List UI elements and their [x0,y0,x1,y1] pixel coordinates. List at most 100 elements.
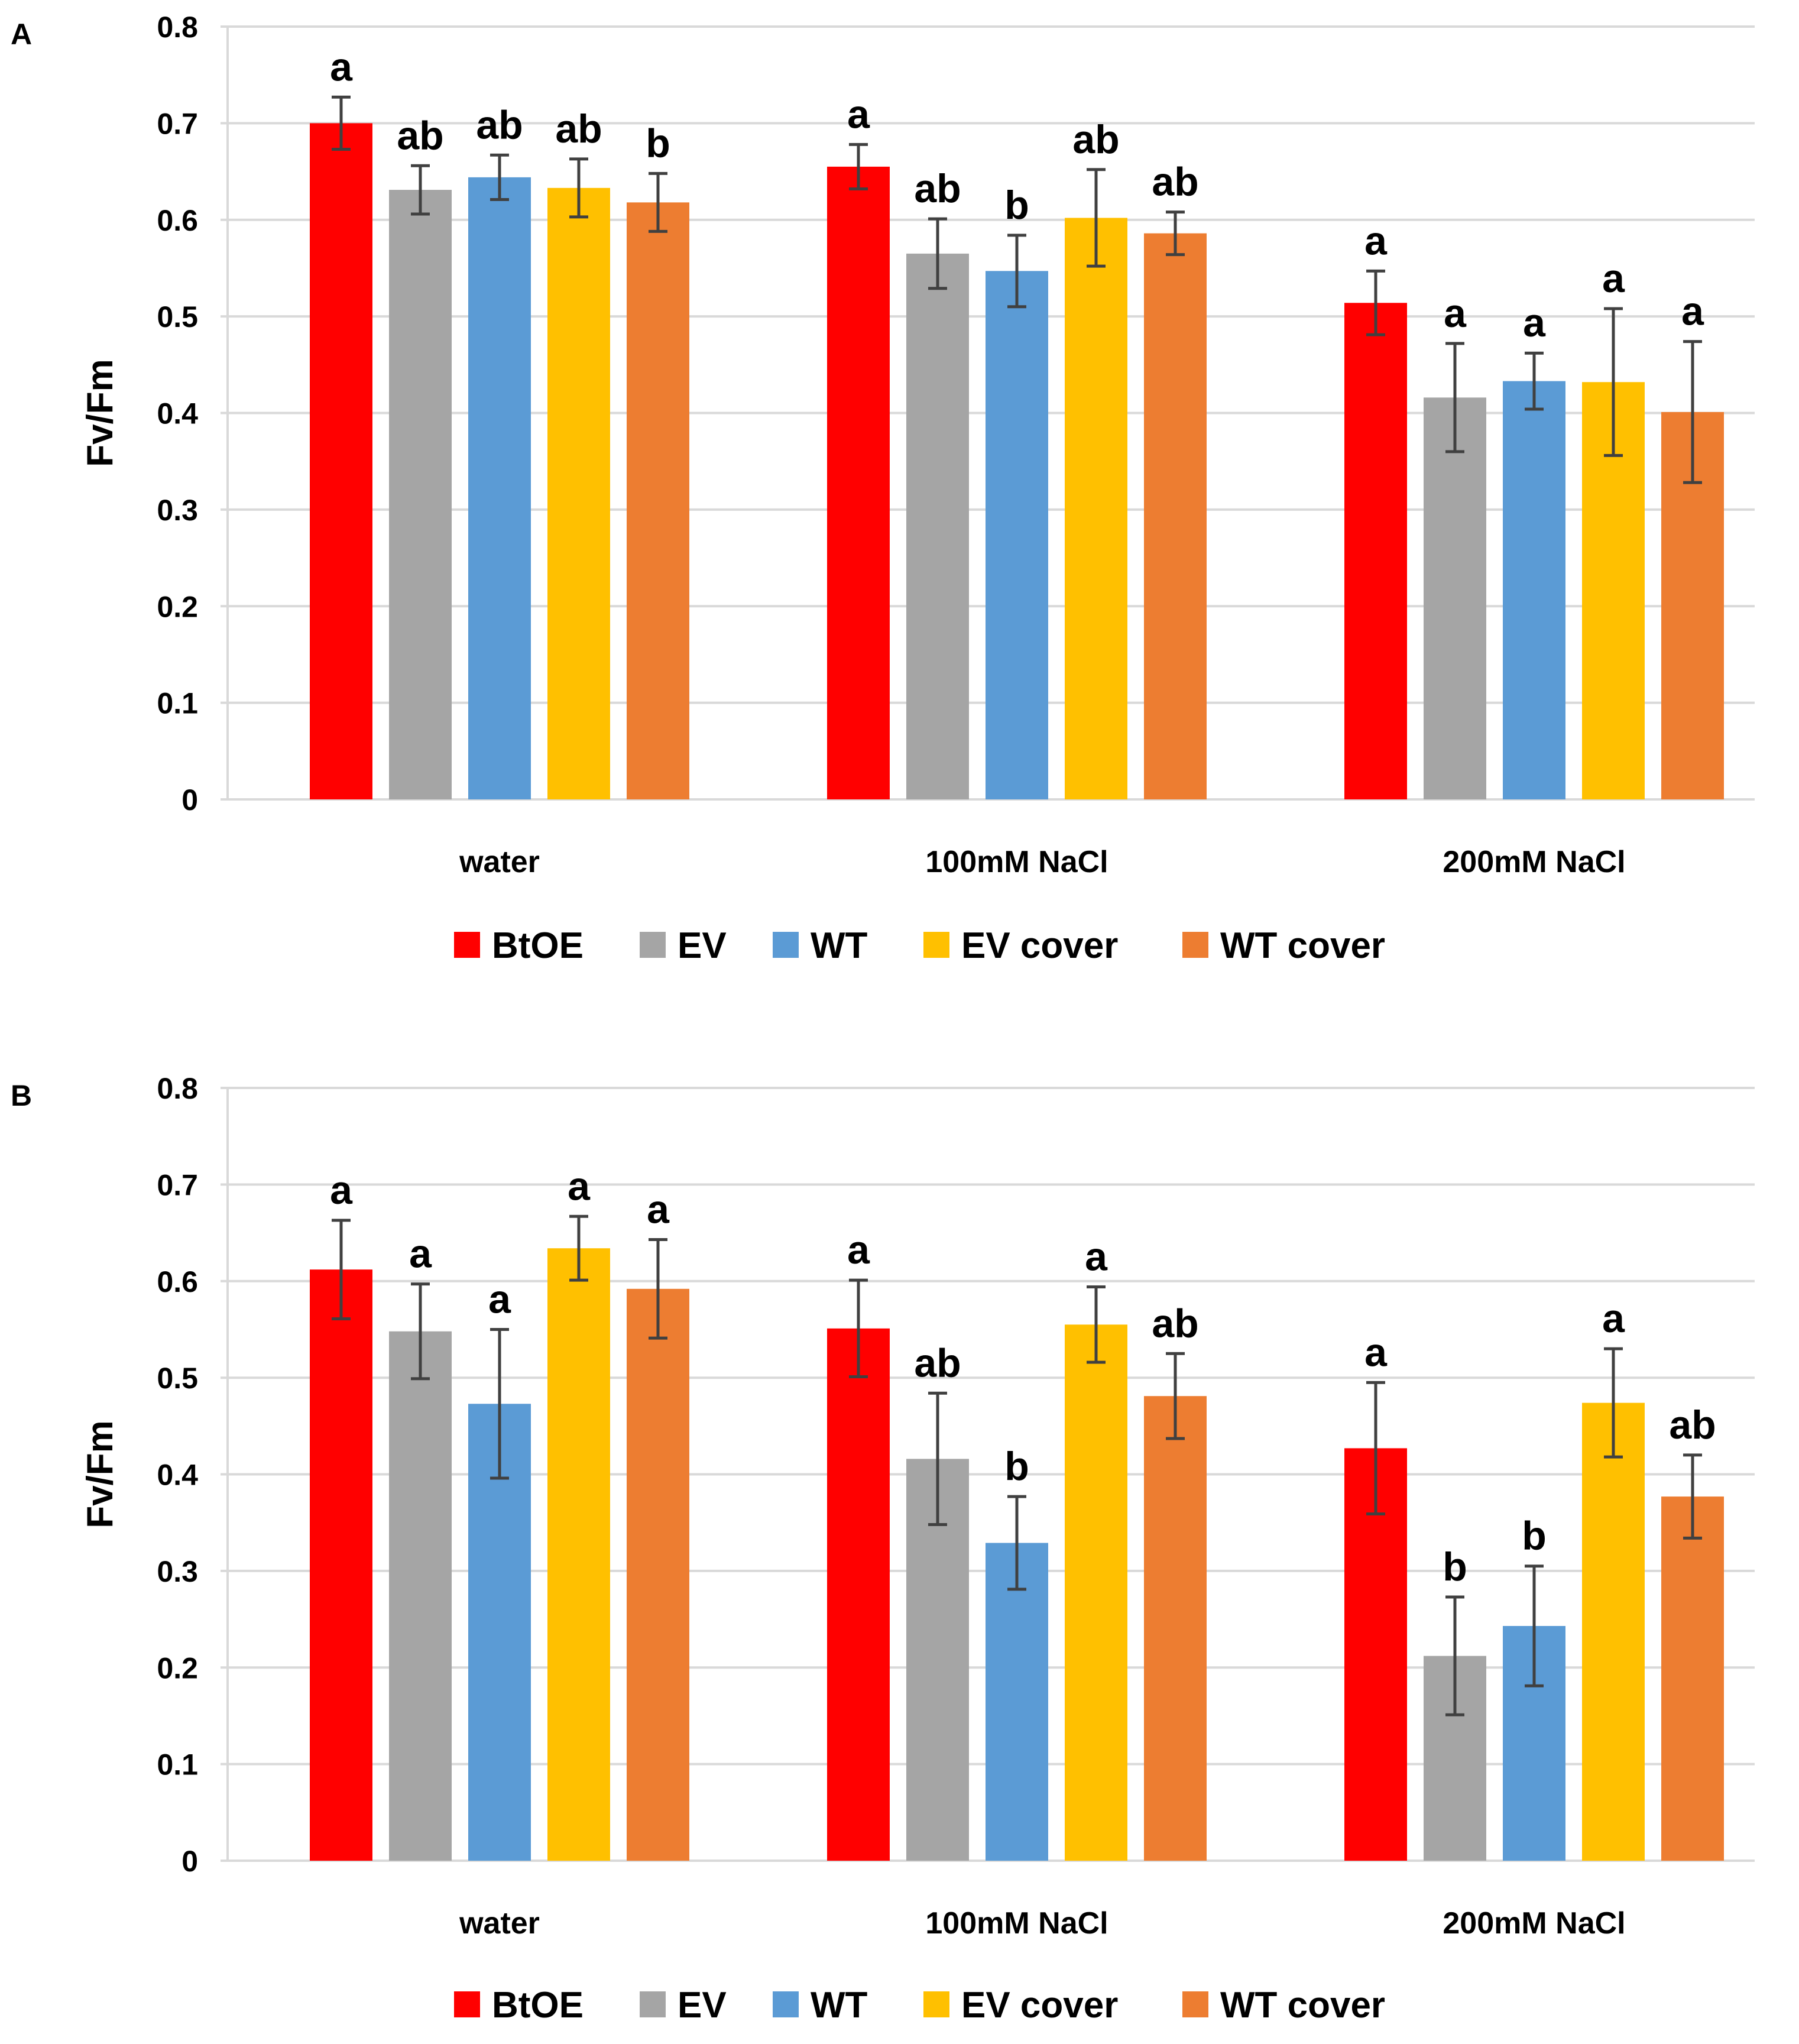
significance-letter: a [847,1227,870,1272]
y-tick-label: 0.5 [157,1362,198,1395]
panel-label: B [11,1079,32,1112]
y-tick-label: 0 [181,1845,198,1878]
y-tick-label: 0.6 [157,204,198,237]
bar-btoe [310,1269,372,1861]
bar-ev [389,190,452,799]
category-label: 200mM NaCl [1443,845,1625,879]
legend-label: WT cover [1220,925,1385,966]
category-label: 100mM NaCl [925,845,1108,879]
significance-letter: a [847,92,870,137]
significance-letter: a [1681,289,1704,334]
significance-letter: ab [555,106,602,151]
significance-letter: b [646,121,670,166]
legend-label: WT [811,925,868,966]
legend-swatch [773,1991,799,2017]
y-tick-label: 0.2 [157,590,198,623]
bar-ev-cover [1065,218,1127,799]
y-tick-label: 0.4 [157,397,198,430]
bar-wt-cover [1144,1396,1207,1861]
significance-letter: ab [476,102,523,147]
legend-swatch [923,1991,949,2017]
category-label: water [459,845,540,879]
significance-letter: b [1004,183,1029,228]
chart-panel-b: B 0 0.1 0.2 0.3 0.4 0.5 0.6 0.7 0.8 Fv/Fm water 100m… [11,1072,1755,2026]
bar-wt-cover [1144,233,1207,799]
bar-ev-cover [1065,1324,1127,1861]
legend-swatch [454,932,480,958]
legend-swatch [640,1991,666,2017]
bar-ev [389,1331,452,1861]
y-tick-label: 0.1 [157,1748,198,1781]
bar-btoe [827,166,890,799]
significance-letter: ab [1669,1402,1716,1447]
significance-letter: a [1523,300,1546,345]
significance-letter: ab [1152,160,1198,205]
bar-ev-cover [547,187,610,800]
bar-wt [468,177,531,799]
significance-letter: a [568,1164,591,1209]
legend-swatch [640,932,666,958]
y-tick-label: 0.1 [157,687,198,720]
significance-letter: a [1602,1296,1625,1341]
category-label: 100mM NaCl [925,1906,1108,1941]
significance-letter: a [1085,1235,1108,1279]
significance-letter: b [1522,1514,1547,1559]
bar-wt [468,1404,531,1861]
legend-label: EV cover [961,1985,1118,2026]
bar-ev-cover [547,1248,610,1861]
y-tick-label: 0.8 [157,11,198,44]
legend-label: EV [678,1985,727,2026]
bar-btoe [310,123,372,799]
bar-wt [1503,381,1565,799]
significance-letter: ab [914,166,961,211]
significance-letter: a [330,1168,353,1213]
bar-ev-cover [1582,1402,1645,1861]
y-tick-label: 0.4 [157,1459,198,1492]
significance-letter: a [330,44,353,89]
y-tick-label: 0 [181,783,198,817]
significance-letter: a [488,1277,511,1321]
y-tick-label: 0.3 [157,494,198,527]
bar-btoe [1344,1448,1407,1861]
bar-ev [1424,397,1486,799]
legend-swatch [454,1991,480,2017]
y-tick-label: 0.7 [157,107,198,140]
significance-letter: a [409,1232,432,1277]
significance-letter: a [1364,1330,1388,1375]
y-tick-label: 0.3 [157,1555,198,1588]
significance-letter: ab [914,1340,961,1385]
bar-wt-cover [627,1288,689,1861]
legend-label: EV cover [961,925,1118,966]
chart-panel-a: A 0 0.1 0.2 0.3 0.4 0.5 0.6 0.7 0.8 Fv/Fm water 100m… [11,11,1755,966]
bar-wt [986,1543,1048,1861]
significance-letter: ab [397,113,443,158]
y-tick-label: 0.6 [157,1265,198,1298]
bar-wt-cover [1661,1496,1724,1861]
y-axis-label: Fv/Fm [80,359,121,467]
significance-letter: a [1602,256,1625,301]
significance-letter: ab [1152,1301,1198,1346]
bar-btoe [1344,303,1407,799]
y-tick-label: 0.7 [157,1168,198,1201]
bar-wt-cover [627,202,689,799]
y-tick-label: 0.5 [157,300,198,333]
legend-swatch [773,932,799,958]
bar-wt [986,271,1048,799]
legend-swatch [1182,932,1208,958]
significance-letter: a [647,1187,670,1232]
bar-ev [906,253,969,799]
bar-btoe [827,1328,890,1861]
significance-letter: a [1364,218,1388,263]
legend-swatch [1182,1991,1208,2017]
panel-label: A [11,18,32,51]
significance-letter: ab [1072,117,1119,162]
y-tick-label: 0.2 [157,1651,198,1685]
legend-label: WT cover [1220,1985,1385,2026]
category-label: 200mM NaCl [1443,1906,1625,1941]
legend-label: BtOE [492,925,584,966]
significance-letter: a [1444,291,1467,336]
y-tick-label: 0.8 [157,1072,198,1105]
legend-label: WT [811,1985,868,2026]
legend-label: BtOE [492,1985,584,2026]
